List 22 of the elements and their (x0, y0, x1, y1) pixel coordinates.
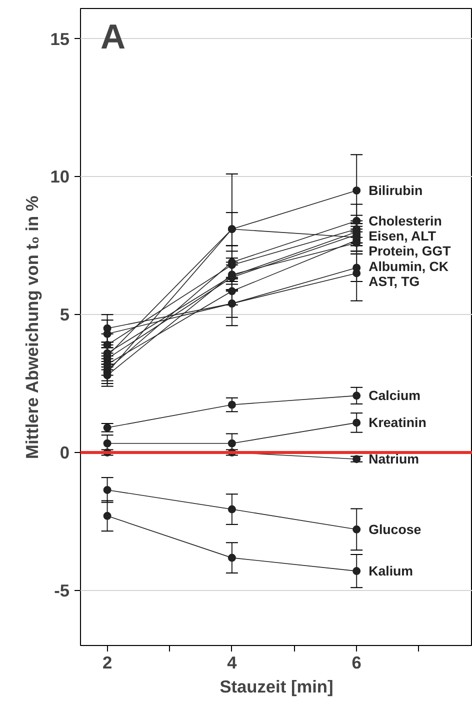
y-tick-label: 5 (60, 304, 70, 325)
y-tick-label: 10 (50, 166, 70, 187)
x-tick-label: 2 (102, 652, 112, 672)
series-label: Natrium (368, 452, 420, 467)
series-label: Glucose (368, 522, 422, 537)
series-label: Calcium (368, 388, 421, 404)
x-tick-label: 6 (352, 652, 362, 672)
x-tick-label: 4 (227, 652, 238, 672)
y-tick-label: 15 (50, 28, 70, 49)
series-label: Cholesterin (368, 213, 442, 228)
series-label: AST, TG (368, 274, 420, 289)
y-tick-label: -5 (54, 580, 70, 600)
y-tick-label: 0 (60, 442, 70, 462)
series-label: Eisen, ALT (368, 228, 436, 244)
y-axis-title: Mittlere Abweichung von t₀ in % (22, 196, 42, 459)
series-label: Bilirubin (368, 183, 423, 198)
x-axis-title: Stauzeit [min] (220, 676, 334, 696)
chart-title: A (100, 18, 126, 56)
series-label: Protein, GGT (368, 244, 451, 259)
series-label: Albumin, CK (368, 258, 449, 274)
series-label: Kreatinin (368, 415, 426, 430)
series-label: Kalium (368, 564, 414, 579)
